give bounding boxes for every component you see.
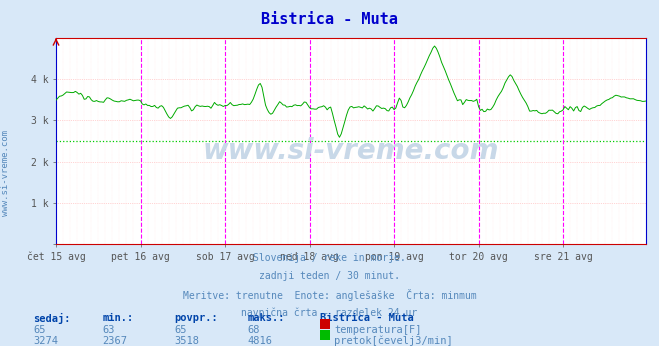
Text: 65: 65 bbox=[33, 325, 45, 335]
Text: www.si-vreme.com: www.si-vreme.com bbox=[1, 130, 10, 216]
Text: 2367: 2367 bbox=[102, 336, 127, 346]
Text: Bistrica - Muta: Bistrica - Muta bbox=[320, 313, 413, 323]
Text: Slovenija / reke in morje.: Slovenija / reke in morje. bbox=[253, 253, 406, 263]
Text: temperatura[F]: temperatura[F] bbox=[334, 325, 422, 335]
Text: Meritve: trenutne  Enote: anglešaške  Črta: minmum: Meritve: trenutne Enote: anglešaške Črta… bbox=[183, 289, 476, 301]
Text: zadnji teden / 30 minut.: zadnji teden / 30 minut. bbox=[259, 271, 400, 281]
Text: min.:: min.: bbox=[102, 313, 133, 323]
Text: 4816: 4816 bbox=[247, 336, 272, 346]
Text: Bistrica - Muta: Bistrica - Muta bbox=[261, 12, 398, 27]
Text: navpična črta - razdelek 24 ur: navpična črta - razdelek 24 ur bbox=[241, 307, 418, 318]
Text: www.si-vreme.com: www.si-vreme.com bbox=[203, 137, 499, 165]
Text: 68: 68 bbox=[247, 325, 260, 335]
Text: 3518: 3518 bbox=[175, 336, 200, 346]
Text: 3274: 3274 bbox=[33, 336, 58, 346]
Text: pretok[čevelj3/min]: pretok[čevelj3/min] bbox=[334, 336, 453, 346]
Text: povpr.:: povpr.: bbox=[175, 313, 218, 323]
Text: 65: 65 bbox=[175, 325, 187, 335]
Text: sedaj:: sedaj: bbox=[33, 313, 71, 324]
Text: 63: 63 bbox=[102, 325, 115, 335]
Text: maks.:: maks.: bbox=[247, 313, 285, 323]
